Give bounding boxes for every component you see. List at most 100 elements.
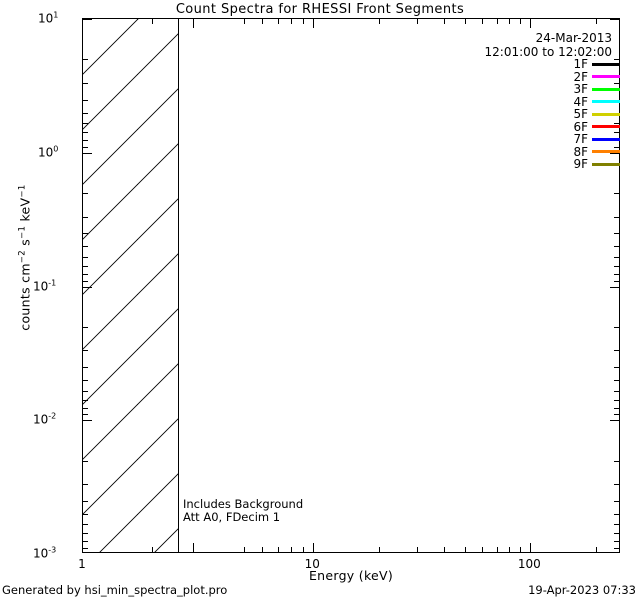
x-tick-minor: [262, 547, 263, 552]
y-tick-minor-right: [614, 407, 619, 409]
x-tick-minor: [291, 547, 293, 552]
y-tick-major-right: [610, 420, 619, 422]
y-tick-minor: [83, 390, 88, 392]
y-axis-exp-kev: −1: [17, 184, 28, 198]
x-tick-minor-top: [378, 19, 380, 24]
y-tick-minor-right: [614, 484, 619, 486]
hatch-pattern-svg: [83, 19, 178, 552]
legend-item-label: 4F: [573, 94, 588, 109]
y-tick-minor-right: [614, 146, 619, 148]
y-tick-minor: [83, 193, 88, 195]
y-axis-exp-cm: −2: [17, 250, 28, 264]
legend-item[interactable]: 5F: [573, 107, 620, 122]
legend-line-swatch: [592, 137, 620, 141]
y-tick-minor: [83, 82, 88, 84]
x-tick-minor-top: [595, 19, 597, 24]
page-title: Count Spectra for RHESSI Front Segments: [175, 2, 465, 17]
legend-item-label: 3F: [573, 82, 588, 97]
footer-timestamp: 19-Apr-2023 07:33: [528, 583, 636, 597]
y-tick-minor-right: [614, 326, 619, 328]
x-tick-minor-top: [443, 19, 445, 24]
legend-item-label: 5F: [573, 107, 588, 122]
x-tick-minor: [243, 547, 245, 552]
legend-item[interactable]: 6F: [573, 120, 620, 134]
legend-line-swatch: [592, 125, 620, 129]
y-tick-minor-right: [614, 390, 619, 392]
y-tick-minor: [83, 246, 88, 248]
y-tick-minor-right: [614, 216, 619, 218]
legend-item[interactable]: 9F: [573, 157, 620, 172]
y-tick-minor-right: [614, 82, 619, 84]
y-tick-minor: [83, 350, 88, 352]
y-tick-major-right: [610, 286, 619, 288]
y-tick-minor: [83, 280, 88, 282]
y-tick-minor-right: [614, 414, 619, 416]
y-tick-minor-right: [614, 541, 619, 543]
y-tick-minor: [83, 548, 88, 549]
y-tick-minor: [83, 99, 88, 101]
legend-header: 24-Mar-2013 12:01:00 to 12:02:00: [485, 31, 612, 59]
y-tick-minor: [83, 541, 88, 543]
legend-item[interactable]: 2F: [573, 69, 620, 84]
legend-item[interactable]: 7F: [573, 132, 620, 146]
legend-line-swatch: [592, 62, 620, 66]
y-tick-minor-right: [614, 513, 619, 515]
x-axis-title: Energy (keV): [308, 568, 394, 583]
annotation-line-1: Includes Background: [183, 497, 304, 511]
x-tick-major: [313, 543, 315, 552]
y-tick-minor: [83, 414, 88, 416]
y-tick-minor: [83, 146, 88, 148]
legend-item[interactable]: 1F: [573, 57, 620, 71]
x-tick-minor: [496, 547, 498, 552]
hatched-region: [83, 19, 178, 552]
legend-item-label: 2F: [573, 69, 588, 84]
legend-line-swatch: [592, 162, 620, 166]
y-tick-minor-right: [614, 533, 619, 535]
y-tick-minor: [83, 140, 88, 141]
y-tick-minor: [83, 112, 88, 114]
hatch-region-edge: [178, 19, 179, 552]
y-tick-minor-right: [614, 266, 619, 267]
y-tick-minor-right: [614, 367, 619, 369]
annotation-line-2: Att A0, FDecim 1: [183, 510, 281, 524]
y-tick-minor: [83, 367, 88, 369]
y-tick-minor: [83, 326, 88, 328]
legend-item-label: 8F: [573, 144, 588, 159]
y-tick-minor-right: [614, 548, 619, 549]
y-tick-minor: [83, 266, 88, 267]
x-tick-minor-top: [509, 19, 511, 24]
y-tick-minor: [83, 123, 88, 125]
legend-item[interactable]: 3F: [573, 82, 620, 97]
y-tick-minor: [83, 513, 88, 515]
y-tick-major: [83, 286, 92, 288]
y-axis-title: counts cm−2 s−1 keV−1: [17, 184, 33, 331]
y-tick-minor: [83, 524, 88, 526]
y-tick-minor: [83, 233, 88, 235]
y-tick-label: 100: [38, 144, 59, 160]
y-tick-minor: [83, 59, 88, 61]
y-tick-minor-right: [614, 123, 619, 125]
y-tick-major: [83, 420, 92, 422]
legend-item[interactable]: 8F: [573, 144, 620, 159]
y-tick-minor-right: [614, 273, 619, 275]
y-tick-minor: [83, 132, 88, 134]
x-tick-minor: [520, 547, 522, 552]
x-tick-label: 10: [304, 557, 320, 571]
y-tick-label: 10-1: [33, 278, 57, 293]
legend-item-label: 9F: [573, 157, 588, 172]
y-tick-minor: [83, 484, 88, 486]
x-tick-minor: [464, 547, 466, 552]
y-tick-minor-right: [614, 500, 619, 502]
y-tick-exponent: 1: [53, 10, 59, 20]
legend-item[interactable]: 4F: [573, 94, 620, 109]
x-tick-minor: [482, 547, 484, 552]
y-tick-major: [83, 19, 92, 20]
y-tick-minor-right: [614, 132, 619, 134]
x-tick-major-top: [530, 19, 532, 28]
y-tick-minor-right: [614, 59, 619, 61]
legend-line-swatch: [592, 100, 620, 104]
y-tick-label: 10-2: [33, 411, 57, 427]
observation-date: 24-Mar-2013: [535, 31, 612, 45]
x-tick-minor: [595, 547, 597, 552]
y-tick-minor: [83, 216, 88, 218]
